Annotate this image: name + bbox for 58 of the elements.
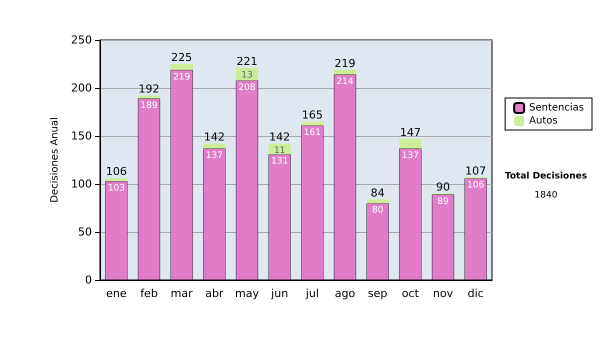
data-label: 214 [336, 77, 354, 88]
data-label: 80 [372, 206, 384, 216]
total-label: 90 [436, 180, 450, 194]
x-tick-label: sep [368, 287, 388, 300]
y-tick-label: 150 [71, 130, 92, 142]
x-tick-label: ene [106, 287, 127, 300]
data-label: 208 [238, 82, 256, 93]
data-label: 131 [271, 156, 288, 167]
x-tick-label: mar [170, 287, 194, 300]
total-label: 142 [269, 130, 290, 144]
y-axis-title: Decisiones Anual [50, 117, 61, 203]
data-label: 189 [140, 101, 158, 112]
bar [268, 144, 291, 154]
bar [138, 96, 160, 99]
y-tick-label: 200 [71, 82, 92, 94]
total-label: 165 [302, 108, 323, 122]
data-label: 89 [437, 197, 449, 208]
total-label: 142 [204, 130, 225, 144]
total-label: 106 [106, 165, 127, 178]
data-label: 137 [402, 150, 419, 161]
bar [366, 199, 389, 204]
y-tick-label: 0 [85, 274, 92, 286]
data-label: 103 [108, 184, 125, 194]
y-tick-label: 250 [71, 34, 92, 46]
total-label: 147 [400, 126, 421, 139]
x-tick-label: feb [140, 287, 158, 300]
x-tick-label: may [235, 287, 260, 300]
bar [203, 144, 226, 148]
bar [399, 138, 422, 148]
total-label: 192 [138, 82, 160, 96]
bar [301, 122, 324, 126]
bar [105, 178, 128, 182]
bar [334, 70, 356, 75]
x-tick-label: dic [468, 287, 484, 300]
total-label: 225 [171, 51, 192, 64]
data-label: 137 [206, 150, 223, 161]
data-label: 219 [173, 72, 191, 82]
total-label: 219 [334, 56, 356, 70]
legend-label: Sentencias [529, 102, 584, 114]
x-tick-label: abr [205, 287, 224, 300]
x-tick-label: nov [432, 287, 454, 300]
data-label: 11 [274, 146, 286, 156]
total-label: 84 [370, 186, 385, 200]
y-tick-label: 50 [78, 226, 92, 238]
data-label: 161 [304, 128, 321, 138]
text: 1840 [534, 190, 558, 200]
bar [170, 64, 193, 70]
legend-label: Autos [529, 116, 558, 126]
x-tick-label: ago [334, 287, 356, 300]
text: Total Decisiones [504, 172, 588, 182]
x-tick-label: jun [270, 287, 288, 300]
y-tick-label: 100 [71, 178, 92, 190]
x-tick-label: oct [402, 287, 420, 300]
total-label: 107 [465, 164, 486, 178]
data-label: 13 [241, 70, 253, 80]
total-label: 221 [236, 54, 258, 68]
data-label: 106 [467, 180, 485, 191]
x-tick-label: jul [304, 287, 319, 300]
